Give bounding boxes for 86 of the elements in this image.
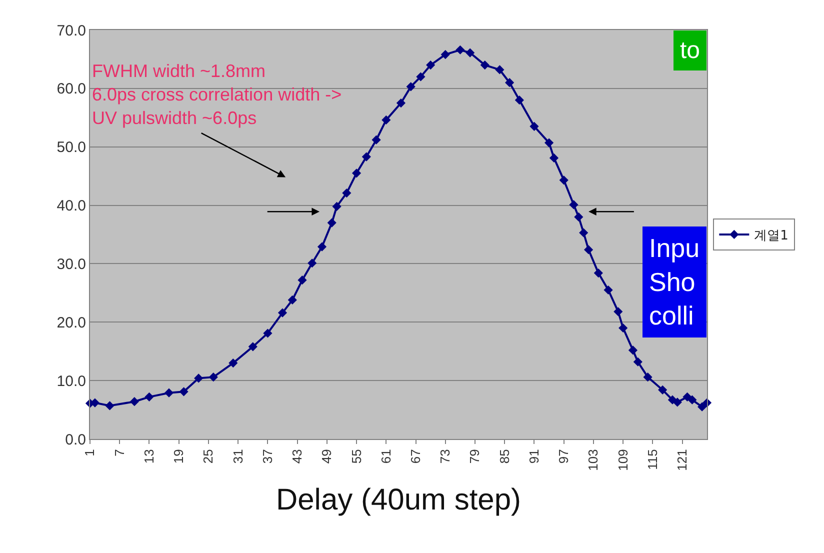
point (208, 372, 218, 382)
x-tick-label: 79 (467, 449, 482, 464)
y-tick-label: 50.0 (56, 139, 86, 156)
legend-label: 계열1 (754, 228, 788, 244)
point (480, 60, 490, 70)
annotation: FWHM width ~1.8mm 6.0ps cross correlation width -> UV pulswidth ~6.0ps (92, 61, 342, 128)
x-tick-label: 73 (438, 449, 453, 464)
x-tick-label: 55 (348, 449, 364, 464)
point (505, 78, 514, 88)
x-tick-label: 31 (230, 449, 246, 464)
point (382, 115, 391, 125)
x-tick-label: 115 (644, 449, 660, 470)
y-tick-label: 70.0 (56, 22, 86, 40)
x-tick-label: 43 (290, 449, 305, 464)
x-tick-label: 7 (112, 449, 127, 456)
point (574, 212, 584, 222)
point (628, 346, 638, 355)
x-tick-label: 97 (556, 449, 572, 464)
point (440, 50, 450, 60)
x-tick-label: 37 (260, 449, 275, 464)
point (544, 138, 554, 148)
point (342, 188, 352, 198)
point (584, 245, 594, 254)
y-tick-label: 10.0 (56, 372, 86, 390)
y-tick-label: 60.0 (56, 80, 86, 98)
point (614, 307, 623, 316)
point (688, 395, 697, 404)
point (579, 228, 588, 238)
x-tick-label: 109 (615, 449, 630, 471)
point (514, 96, 524, 105)
point (569, 200, 578, 210)
point (643, 372, 652, 382)
point (278, 308, 288, 318)
point (426, 60, 436, 70)
point (352, 168, 362, 178)
point (248, 342, 258, 352)
x-tick-label: 103 (586, 449, 601, 471)
point (327, 218, 336, 228)
point (672, 398, 682, 407)
point (456, 45, 465, 54)
point (332, 202, 342, 211)
annotation: Inpu Sho colli (649, 233, 700, 331)
point (559, 176, 568, 185)
point (530, 122, 539, 131)
x-tick-label: 61 (378, 449, 394, 464)
point (396, 98, 406, 108)
point (618, 323, 628, 333)
point (698, 402, 707, 412)
x-tick-label: 13 (141, 449, 156, 464)
point (549, 153, 559, 163)
x-tick-label: 49 (319, 449, 334, 464)
x-tick-label: 85 (496, 449, 512, 464)
point (658, 385, 668, 394)
x-tick-label: 25 (200, 449, 216, 464)
x-tick-label: 121 (674, 449, 690, 471)
point (416, 72, 426, 82)
point (308, 258, 317, 268)
point (179, 387, 188, 396)
point (362, 152, 371, 162)
y-tick-label: 40.0 (56, 198, 86, 215)
point (466, 48, 475, 58)
point (633, 357, 642, 366)
point (194, 374, 204, 383)
point (164, 388, 174, 398)
point (298, 276, 307, 285)
x-tick-label: 19 (171, 449, 186, 464)
x-tick-label: 91 (526, 449, 542, 464)
point (144, 392, 154, 402)
point (372, 135, 381, 144)
point (317, 242, 327, 252)
x-axis-title: Delay (40um step) (276, 483, 522, 516)
point (130, 397, 139, 406)
point (228, 358, 238, 368)
point (604, 285, 613, 295)
point (495, 65, 504, 74)
y-tick-label: 0.0 (65, 431, 86, 448)
y-tick-label: 20.0 (56, 314, 86, 332)
point (105, 401, 114, 410)
point (288, 295, 297, 304)
point (594, 268, 603, 278)
x-tick-label: 1 (82, 449, 98, 456)
point (406, 82, 416, 92)
point (263, 328, 272, 338)
x-tick-label: 67 (408, 449, 424, 464)
annotation: to (680, 37, 700, 64)
y-tick-label: 30.0 (56, 256, 86, 273)
